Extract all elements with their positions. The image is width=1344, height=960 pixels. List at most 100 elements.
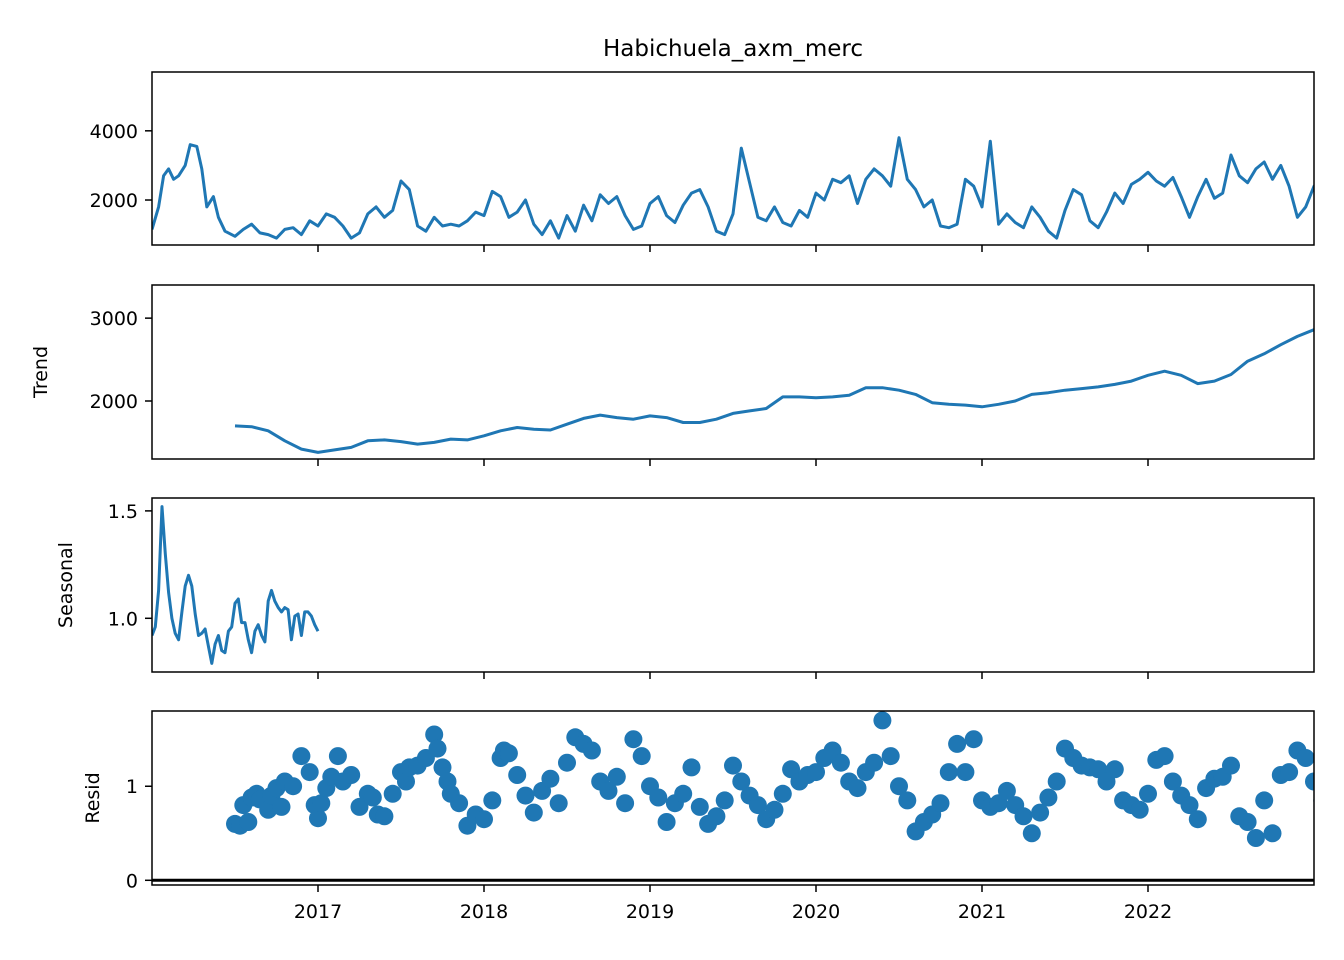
resid-point [807, 763, 825, 782]
resid-point [375, 807, 394, 826]
resid-point [1047, 772, 1066, 791]
resid-point [450, 794, 469, 813]
resid-point [397, 772, 415, 791]
trend-plot-area [234, 328, 1314, 454]
seasonal-plot-area [152, 505, 320, 665]
resid-point [1105, 760, 1124, 779]
resid-point [616, 794, 635, 813]
resid-point [284, 777, 303, 796]
resid-point [425, 725, 444, 744]
resid-point [607, 767, 626, 786]
resid-point [873, 711, 892, 730]
resid-point [632, 747, 651, 766]
resid-point [475, 810, 493, 829]
resid-point [1296, 749, 1314, 767]
resid-point [1039, 788, 1058, 807]
resid-point [898, 791, 917, 810]
seasonal-y-axis-label: Seasonal [55, 542, 77, 628]
observed-axes-frame [151, 71, 1315, 246]
resid-point [558, 753, 576, 772]
x-tick-label: 2017 [294, 901, 342, 923]
resid-point [549, 794, 568, 813]
resid-point [1130, 800, 1149, 819]
resid-point [1338, 742, 1344, 760]
resid-point [1014, 807, 1033, 826]
seasonal-y-tick-label: 1.5 [108, 501, 138, 523]
observed-series-line [152, 136, 1314, 240]
x-tick-label: 2022 [1124, 901, 1172, 923]
resid-point [1280, 763, 1299, 782]
resid-point [939, 763, 958, 782]
resid-point [383, 784, 402, 803]
resid-point [890, 777, 908, 796]
resid-point [649, 788, 668, 807]
resid-point [948, 734, 967, 753]
resid-point [433, 758, 452, 777]
resid-point [1313, 796, 1314, 804]
resid-point [1305, 772, 1314, 791]
resid-point [1330, 785, 1344, 803]
chart-title: Habichuela_axm_merc [603, 36, 863, 62]
resid-point [1222, 756, 1240, 775]
resid-point [707, 807, 726, 826]
x-tick-label: 2021 [958, 901, 1006, 923]
resid-point [1322, 757, 1340, 775]
x-tick-label: 2020 [792, 901, 840, 923]
resid-point [342, 766, 361, 784]
seasonal-y-tick-label: 1.0 [108, 608, 138, 630]
resid-point [724, 756, 742, 775]
resid-point [1139, 784, 1157, 803]
seasonal-axes-frame [151, 497, 1315, 673]
resid-point [483, 791, 502, 810]
resid-point [1188, 810, 1207, 829]
panel-observed: 2000 4000 [90, 71, 1315, 252]
resid-point [312, 794, 331, 813]
x-tick-label: 2019 [626, 901, 674, 923]
resid-point [1246, 829, 1265, 847]
resid-point [524, 803, 543, 822]
resid-point [1180, 796, 1199, 815]
resid-point [748, 796, 767, 815]
resid-point [363, 788, 382, 807]
resid-point [1155, 747, 1174, 766]
trend-axes-frame [151, 284, 1315, 460]
trend-y-tick-label: 3000 [90, 308, 138, 330]
resid-axes-frame [151, 710, 1315, 886]
resid-point [1163, 772, 1182, 791]
resid-point [1031, 803, 1050, 822]
resid-point [350, 797, 369, 816]
resid-y-axis-label: Resid [82, 772, 104, 823]
x-tick-label: 2018 [460, 901, 508, 923]
panel-seasonal: 1.0 1.5 Seasonal [55, 497, 1315, 679]
resid-point [682, 758, 701, 777]
resid-point [582, 741, 601, 760]
resid-point [292, 747, 311, 766]
resid-point [239, 813, 258, 831]
resid-point [765, 800, 784, 819]
resid-point [715, 791, 734, 810]
resid-point [997, 781, 1016, 800]
resid-y-tick-label: 0 [126, 870, 138, 892]
resid-y-tick-label: 1 [126, 776, 138, 798]
resid-point [428, 739, 447, 758]
resid-point [690, 797, 709, 816]
resid-point [508, 766, 527, 784]
resid-point [773, 784, 792, 803]
resid-point [657, 813, 676, 831]
resid-point [732, 772, 751, 791]
resid-point [300, 763, 319, 782]
observed-y-tick-label: 2000 [90, 190, 138, 212]
resid-point [1022, 824, 1041, 843]
panel-resid: 2017 2018 2019 2020 2021 2022 0 1 Resid [82, 710, 1344, 923]
resid-point [272, 797, 291, 816]
resid-point [964, 730, 983, 749]
trend-y-tick-label: 2000 [90, 391, 138, 413]
resid-point [1263, 824, 1282, 843]
trend-y-axis-label: Trend [30, 346, 52, 399]
resid-point [865, 753, 884, 772]
resid-point [931, 794, 950, 813]
resid-point [674, 784, 693, 803]
trend-series-line [234, 328, 1314, 454]
resid-point [328, 747, 347, 766]
